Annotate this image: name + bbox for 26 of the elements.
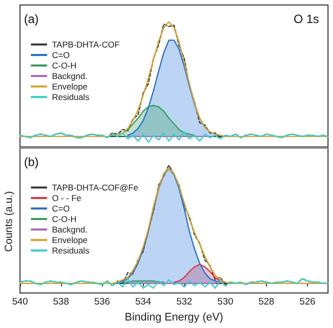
annotation: (a) xyxy=(24,12,39,26)
y-axis-title: Counts (a.u.) xyxy=(3,191,15,252)
legend-label: Envelope xyxy=(52,82,88,92)
x-tick-label: 528 xyxy=(258,296,274,308)
x-tick-label: 526 xyxy=(300,296,316,308)
legend-label: Backgnd. xyxy=(52,224,88,234)
x-tick-label: 530 xyxy=(217,296,234,308)
legend-label: TAPB-DHTA-COF xyxy=(52,40,120,50)
legend-label: Residuals xyxy=(52,92,90,102)
legend-label: Backgnd. xyxy=(52,71,88,81)
legend-label: O - - Fe xyxy=(52,193,82,203)
legend-label: C=O xyxy=(52,204,70,214)
x-tick-label: 536 xyxy=(94,296,110,308)
x-tick-label: 540 xyxy=(12,296,28,308)
annotation: (b) xyxy=(24,155,39,169)
x-tick-label: 534 xyxy=(135,296,152,308)
legend-label: Residuals xyxy=(52,246,90,256)
legend-label: C=O xyxy=(52,50,70,60)
legend-label: C-O-H xyxy=(52,214,77,224)
legend-label: Envelope xyxy=(52,235,88,245)
annotation: O 1s xyxy=(294,12,319,26)
x-axis-title: Binding Energy (eV) xyxy=(124,312,224,324)
legend-label: TAPB-DHTA-COF@Fe xyxy=(52,182,138,192)
x-tick-label: 532 xyxy=(176,296,192,308)
x-tick-label: 538 xyxy=(53,296,69,308)
legend-label: C-O-H xyxy=(52,60,77,70)
